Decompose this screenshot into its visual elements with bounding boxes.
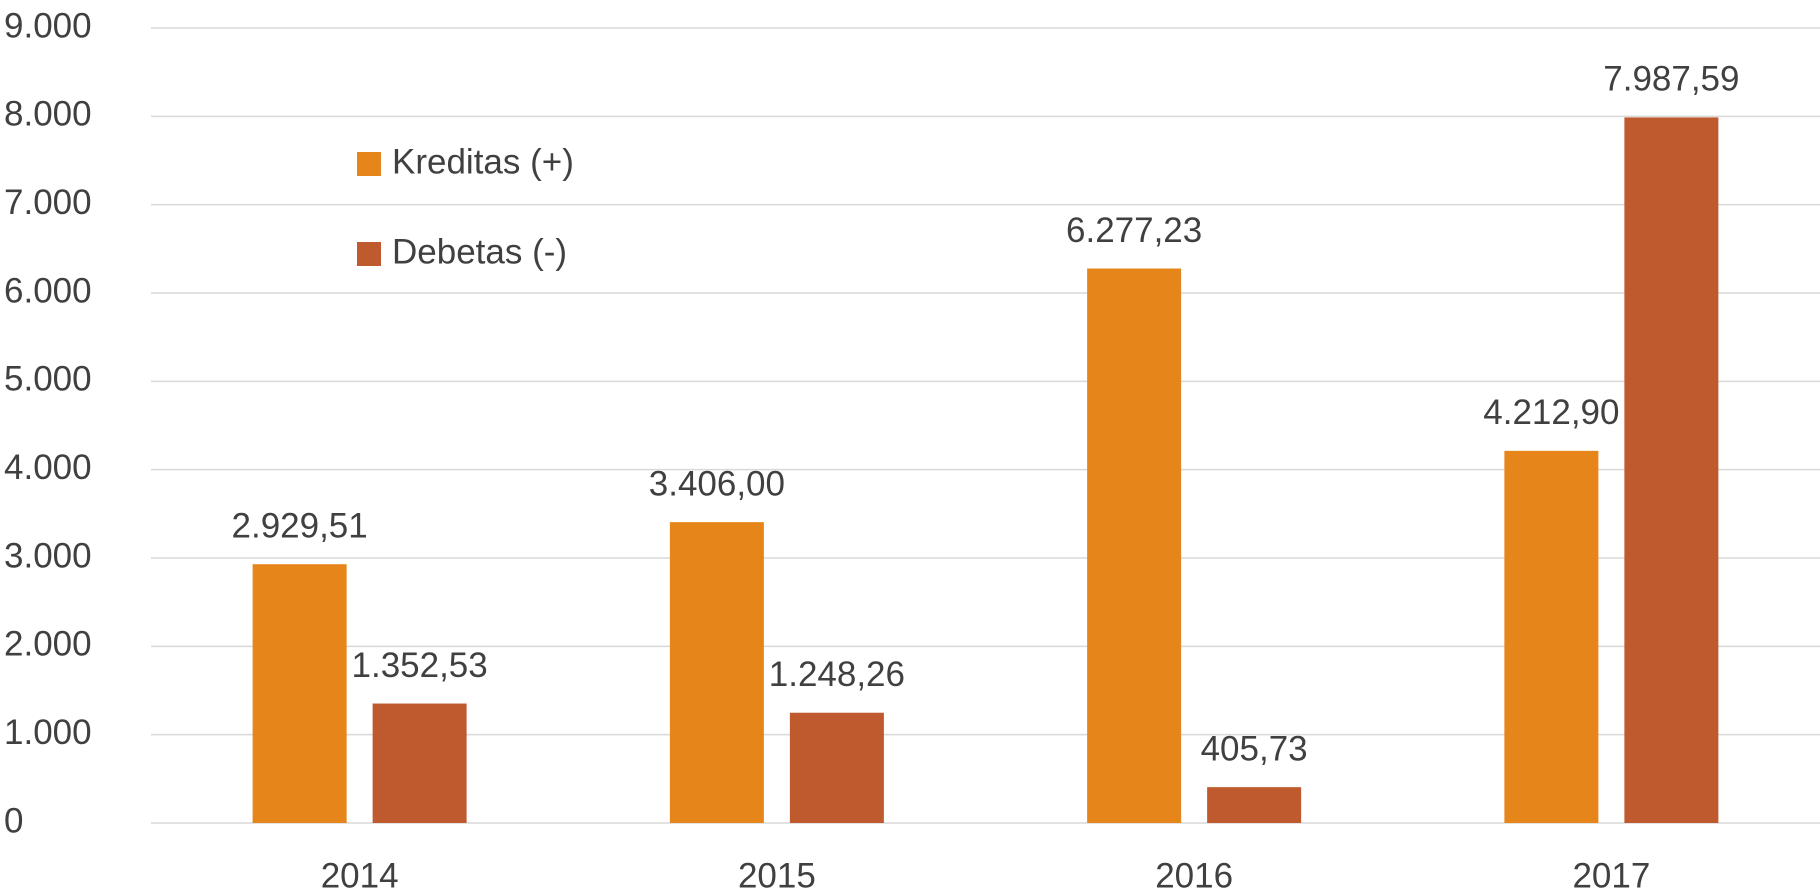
bar (1504, 450, 1599, 823)
y-tick-label: 8.000 (4, 95, 92, 134)
y-tick-label: 2.000 (4, 625, 92, 664)
y-tick-label: 6.000 (4, 271, 92, 310)
y-tick-label: 9.000 (4, 6, 92, 45)
value-label: 3.406,00 (649, 464, 785, 503)
y-tick-label: 3.000 (4, 536, 92, 575)
y-tick-label: 1.000 (4, 713, 92, 752)
legend-label: Debetas (-) (392, 232, 567, 271)
bar (669, 522, 764, 823)
value-label: 4.212,90 (1483, 393, 1619, 432)
value-label: 7.987,59 (1603, 60, 1739, 99)
bar (252, 564, 347, 823)
x-tick-label: 2015 (738, 856, 816, 895)
y-tick-label: 5.000 (4, 360, 92, 399)
value-label: 6.277,23 (1066, 211, 1202, 250)
value-label: 1.352,53 (352, 646, 488, 685)
bar (789, 712, 884, 823)
x-tick-label: 2016 (1155, 856, 1233, 895)
legend-label: Kreditas (+) (392, 142, 574, 181)
bar (1624, 117, 1719, 823)
bar (1207, 787, 1302, 823)
bar (372, 703, 467, 823)
x-tick-label: 2017 (1572, 856, 1650, 895)
y-tick-label: 7.000 (4, 183, 92, 222)
legend-swatch (357, 152, 381, 176)
y-tick-label: 4.000 (4, 448, 92, 487)
x-tick-label: 2014 (321, 856, 399, 895)
value-label: 405,73 (1201, 729, 1308, 768)
y-tick-label: 0 (4, 801, 23, 840)
legend-swatch (357, 242, 381, 266)
value-label: 2.929,51 (232, 506, 368, 545)
bar (1087, 268, 1182, 823)
value-label: 1.248,26 (769, 655, 905, 694)
